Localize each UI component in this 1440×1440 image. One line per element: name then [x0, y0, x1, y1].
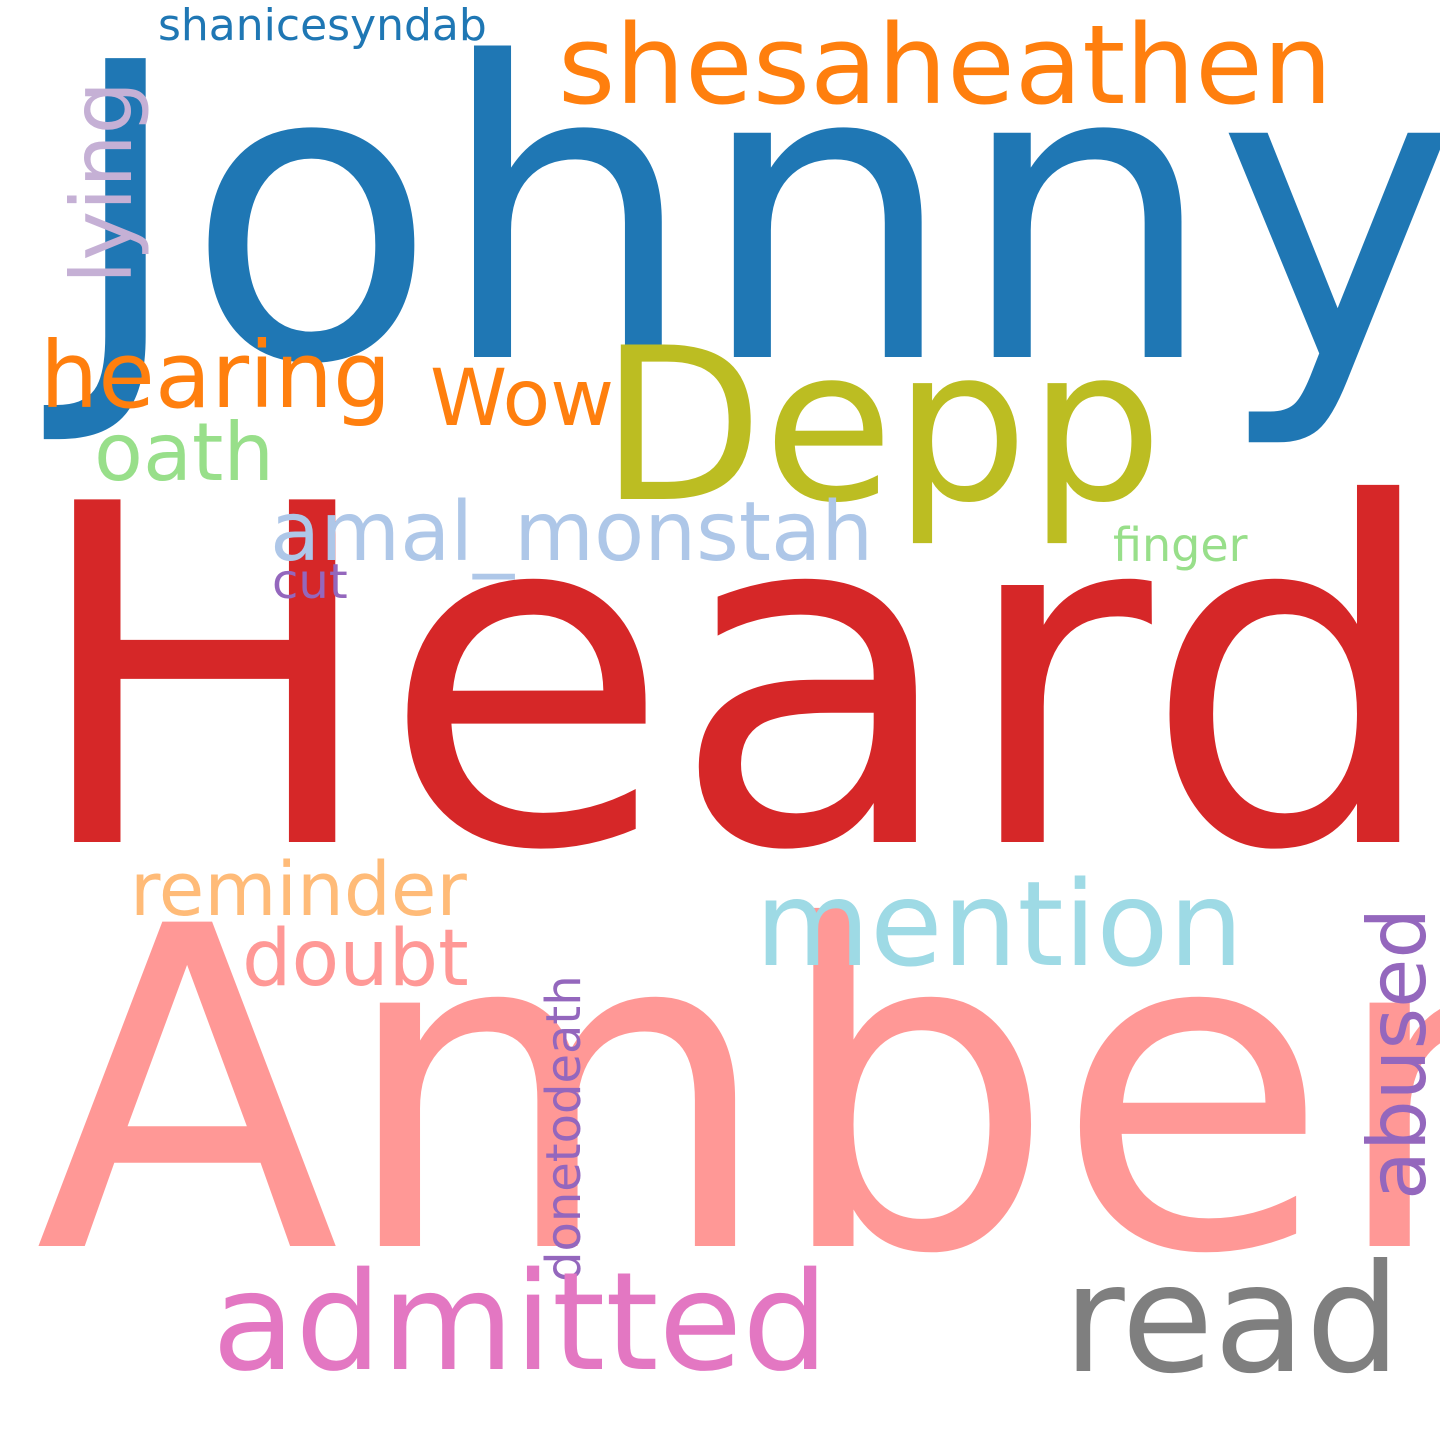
word-hearing: hearing	[40, 322, 392, 429]
word-donetodeath: donetodeath	[536, 975, 592, 1282]
word-depp: Depp	[600, 302, 1163, 549]
word-finger: finger	[1113, 518, 1248, 572]
word-heard: Heard	[28, 406, 1440, 953]
word-lying: lying	[53, 81, 151, 284]
word-mention: mention	[755, 855, 1244, 993]
word-doubt: doubt	[242, 914, 469, 1004]
word-shesaheathen: shesaheathen	[558, 1, 1333, 129]
word-amal-monstah: amal_monstah	[270, 485, 874, 580]
word-abused: abused	[1351, 907, 1440, 1200]
word-shanicesyndab: shanicesyndab	[158, 0, 487, 51]
word-read: read	[1063, 1233, 1401, 1407]
word-cut: cut	[272, 554, 348, 610]
word-johnny: Johnny	[65, 0, 1440, 454]
word-admitted: admitted	[212, 1244, 829, 1402]
word-oath: oath	[94, 406, 275, 499]
word-wow: Wow	[430, 354, 615, 444]
word-reminder: reminder	[130, 847, 467, 933]
word-amber: Amber	[35, 833, 1440, 1351]
